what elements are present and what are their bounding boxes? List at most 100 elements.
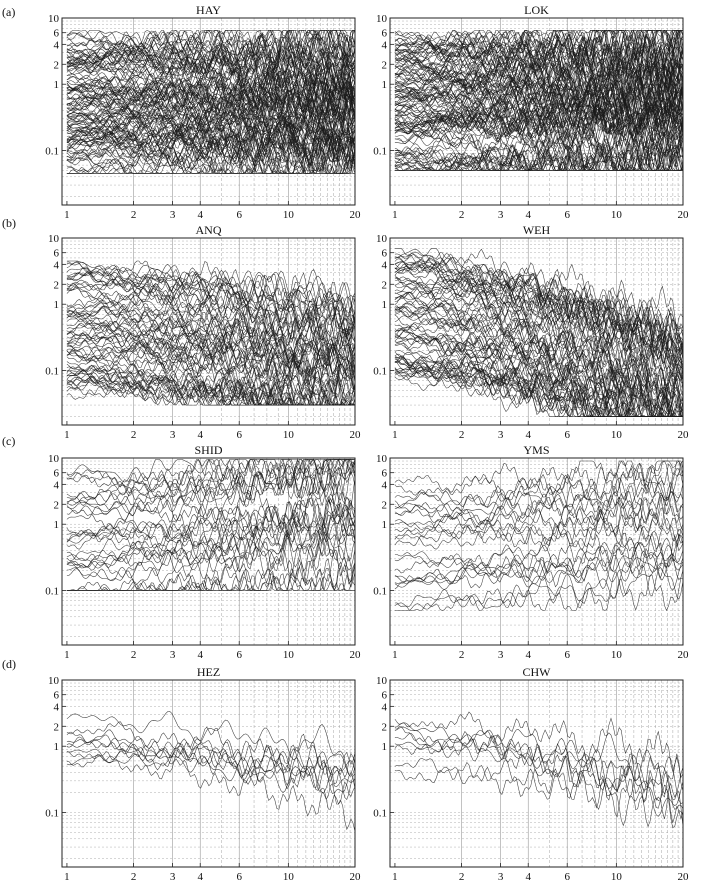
series-line: [66, 514, 356, 578]
series-line: [66, 751, 356, 832]
x-tick-label: 2: [131, 871, 137, 883]
series-curves: [394, 711, 684, 829]
x-tick-label: 2: [131, 649, 137, 661]
x-tick-label: 2: [459, 649, 465, 661]
y-tick-label: 6: [382, 28, 388, 40]
y-tick-label: 6: [382, 468, 388, 480]
series-line: [394, 332, 684, 417]
series-line: [394, 291, 684, 399]
series-line: [66, 54, 356, 94]
series-line: [66, 731, 356, 810]
x-tick-label: 10: [611, 871, 623, 883]
series-line: [394, 87, 684, 138]
series-line: [394, 300, 684, 413]
series-line: [66, 711, 356, 777]
x-tick-label: 10: [611, 209, 623, 221]
series-line: [66, 324, 356, 395]
x-tick-label: 10: [283, 871, 295, 883]
series-line: [394, 513, 684, 553]
series-line: [66, 458, 356, 512]
series-line: [394, 460, 684, 493]
series-curves: [66, 711, 356, 832]
x-tick-label: 20: [350, 649, 362, 661]
series-line: [66, 285, 356, 342]
y-tick-label: 0.1: [45, 585, 59, 597]
x-tick-label: 2: [131, 209, 137, 221]
series-line: [66, 459, 356, 522]
y-tick-label: 1: [54, 79, 60, 91]
series-line: [66, 69, 356, 118]
panel-title-anq: ANQ: [196, 223, 222, 237]
series-line: [66, 312, 356, 362]
series-line: [394, 29, 684, 76]
x-tick-label: 6: [564, 649, 570, 661]
x-tick-label: 3: [170, 209, 176, 221]
series-line: [66, 30, 355, 62]
series-line: [66, 261, 356, 336]
series-line: [394, 79, 684, 129]
series-line: [66, 319, 356, 383]
y-tick-label: 0.1: [373, 365, 387, 377]
series-line: [394, 711, 684, 779]
series-line: [394, 356, 683, 417]
y-tick-label: 1: [382, 299, 388, 311]
plot-frame: [61, 457, 356, 646]
series-line: [394, 537, 684, 572]
y-tick-label: 10: [376, 233, 388, 245]
series-line: [66, 729, 356, 801]
y-tick-label: 4: [382, 39, 388, 51]
series-line: [66, 734, 356, 794]
series-line: [394, 80, 684, 136]
x-tick-label: 6: [236, 429, 242, 441]
series-line: [66, 496, 356, 569]
x-tick-label: 10: [283, 429, 295, 441]
series-line: [394, 34, 684, 82]
series-line: [66, 51, 356, 96]
y-tick-label: 10: [376, 453, 388, 465]
series-line: [394, 468, 684, 520]
series-line: [66, 29, 356, 72]
x-tick-label: 2: [131, 429, 137, 441]
x-tick-label: 4: [197, 871, 203, 883]
y-tick-label: 2: [382, 279, 388, 291]
series-line: [66, 322, 356, 369]
x-tick-label: 4: [197, 649, 203, 661]
series-line: [66, 370, 356, 406]
series-line: [66, 331, 356, 390]
y-tick-label: 0.1: [45, 807, 59, 819]
y-tick-label: 1: [382, 519, 388, 531]
series-line: [66, 558, 356, 591]
y-tick-label: 4: [382, 259, 388, 271]
y-tick-label: 10: [376, 675, 388, 687]
series-line: [394, 534, 684, 590]
series-line: [66, 30, 356, 67]
y-tick-label: 6: [54, 248, 60, 260]
series-line: [394, 254, 684, 370]
y-tick-label: 1: [54, 519, 60, 531]
x-tick-label: 4: [525, 871, 531, 883]
series-line: [66, 513, 356, 562]
series-line: [66, 480, 356, 547]
series-line: [66, 271, 356, 340]
series-line: [66, 119, 356, 167]
y-tick-label: 4: [54, 259, 60, 271]
series-line: [394, 109, 684, 156]
x-tick-label: 1: [64, 871, 70, 883]
series-line: [394, 460, 684, 509]
series-line: [66, 284, 356, 355]
y-tick-label: 2: [382, 721, 388, 733]
series-line: [66, 82, 356, 138]
series-line: [394, 482, 684, 530]
series-line: [394, 63, 684, 121]
x-tick-label: 2: [459, 429, 465, 441]
x-tick-label: 4: [525, 429, 531, 441]
y-tick-label: 10: [48, 13, 60, 25]
series-line: [394, 33, 684, 83]
series-line: [66, 30, 355, 65]
series-line: [394, 483, 684, 537]
series-line: [66, 128, 356, 174]
